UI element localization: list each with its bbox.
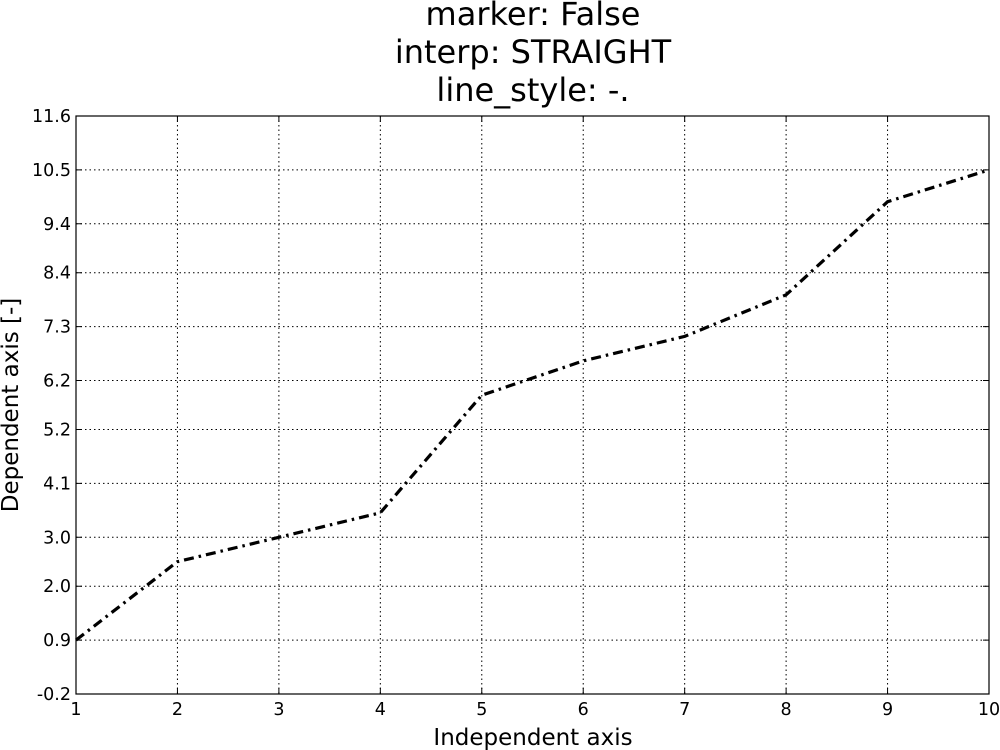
x-axis-label: Independent axis [433, 725, 632, 750]
series-group [75, 168, 990, 642]
y-tick-label: 5.2 [43, 420, 71, 440]
grid [76, 116, 989, 694]
x-tick-label: 7 [679, 700, 690, 720]
tick-marks [75, 115, 990, 695]
y-tick-label: 7.3 [43, 318, 71, 338]
y-tick-labels: -0.2 0.9 2.0 3.0 4.1 5.2 6.2 7.3 8.4 9.4 10.5 11.6 [32, 107, 71, 705]
chart-title: marker: False interp: STRAIGHT line_styl… [395, 0, 672, 109]
y-tick-label: 8.4 [43, 264, 71, 284]
title-line-2: interp: STRAIGHT [395, 33, 672, 71]
plot-frame [75, 115, 990, 695]
x-tick-label: 9 [882, 700, 893, 720]
title-line-3: line_style: -. [436, 71, 629, 109]
y-tick-label: -0.2 [37, 685, 71, 705]
x-tick-label: 10 [978, 700, 1000, 720]
x-tick-labels: 1 2 3 4 5 6 7 8 9 10 [70, 700, 1000, 720]
x-tick-label: 8 [781, 700, 792, 720]
y-tick-label: 4.1 [43, 474, 71, 494]
y-tick-label: 2.0 [43, 577, 71, 597]
y-tick-label: 10.5 [32, 161, 71, 181]
y-tick-label: 3.0 [43, 528, 71, 548]
x-tick-label: 3 [273, 700, 284, 720]
y-tick-label: 9.4 [43, 215, 71, 235]
x-tick-label: 2 [172, 700, 183, 720]
x-tick-label: 5 [476, 700, 487, 720]
x-tick-label: 4 [375, 700, 386, 720]
x-tick-label: 1 [70, 700, 81, 720]
series-line-0 [75, 168, 990, 642]
x-tick-label: 6 [578, 700, 589, 720]
title-line-1: marker: False [426, 0, 641, 33]
y-tick-label: 0.9 [43, 631, 71, 651]
y-tick-label: 6.2 [43, 372, 71, 392]
y-axis-label: Dependent axis [-] [0, 298, 24, 512]
y-tick-label: 11.6 [32, 107, 71, 127]
